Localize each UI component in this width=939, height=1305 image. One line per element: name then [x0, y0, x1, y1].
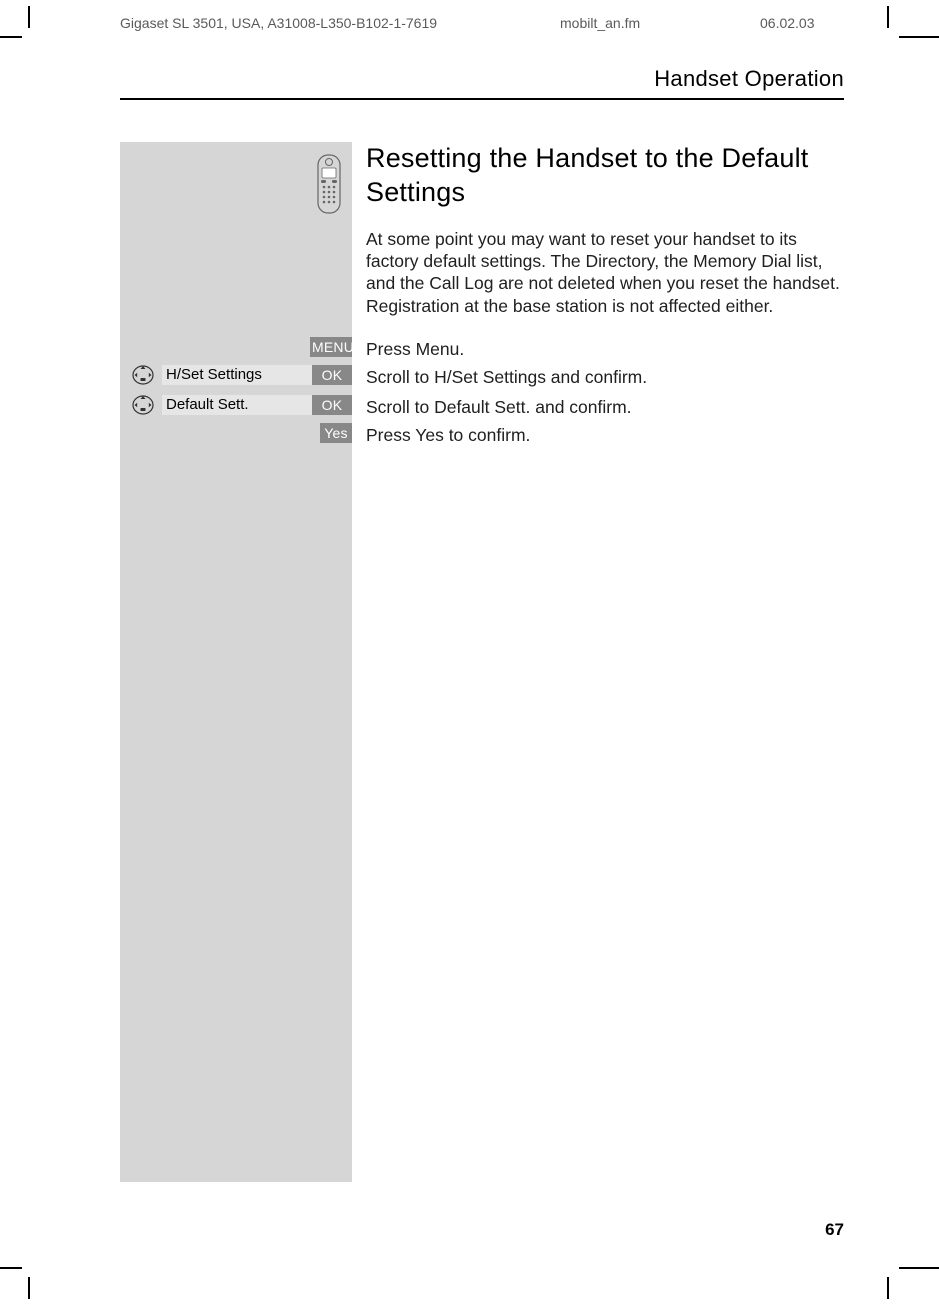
step-text-2: Scroll to H/Set Settings and confirm.: [366, 366, 647, 389]
page-number: 67: [825, 1220, 844, 1240]
page-title: Resetting the Handset to the Default Set…: [366, 142, 844, 210]
crop-mark: [899, 36, 939, 38]
menu-label-hset: H/Set Settings: [162, 365, 312, 385]
sidebar: MENU H/Set Settings OK Default: [120, 142, 352, 1182]
crop-mark: [28, 6, 30, 28]
step-text-4: Press Yes to confirm.: [366, 424, 530, 447]
crop-mark: [0, 36, 22, 38]
softkey-yes: Yes: [320, 423, 352, 443]
step-text-1: Press Menu.: [366, 338, 464, 361]
crop-mark: [887, 1277, 889, 1299]
nav-dpad-icon: [132, 394, 156, 416]
nav-dpad-icon: [132, 364, 156, 386]
softkey-menu: MENU: [310, 337, 352, 357]
content-body: Resetting the Handset to the Default Set…: [366, 142, 844, 323]
softkey-ok: OK: [312, 395, 352, 415]
step-text-3: Scroll to Default Sett. and confirm.: [366, 396, 632, 419]
handset-icon: [314, 154, 344, 214]
doc-id: Gigaset SL 3501, USA, A31008-L350-B102-1…: [120, 15, 437, 31]
crop-mark: [899, 1267, 939, 1269]
softkey-ok: OK: [312, 365, 352, 385]
doc-date: 06.02.03: [760, 15, 815, 31]
step-row-menu: MENU: [120, 336, 352, 358]
section-header: Handset Operation: [120, 66, 844, 100]
step-row-hset: H/Set Settings OK: [120, 364, 352, 386]
step-row-yes: Yes: [120, 422, 352, 444]
doc-filename: mobilt_an.fm: [560, 15, 640, 31]
crop-mark: [28, 1277, 30, 1299]
crop-mark: [887, 6, 889, 28]
crop-mark: [0, 1267, 22, 1269]
menu-label-default: Default Sett.: [162, 395, 312, 415]
step-row-default: Default Sett. OK: [120, 394, 352, 416]
intro-paragraph: At some point you may want to reset your…: [366, 228, 844, 318]
